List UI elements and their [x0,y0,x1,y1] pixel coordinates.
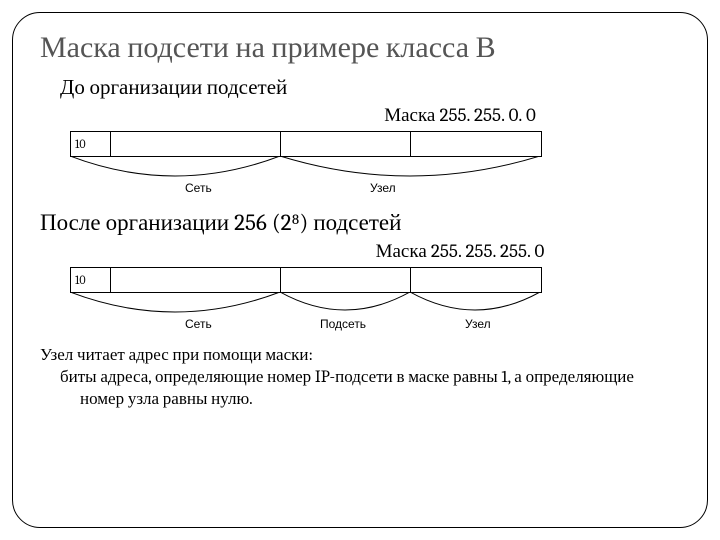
section1-mask: Маска 255. 255. 0. 0 [240,104,680,127]
label2-net: Сеть [185,317,212,331]
box-net [111,132,281,156]
box2-subnet [281,268,411,292]
label-net: Сеть [185,181,212,195]
boxes-before: 10 [70,131,542,157]
box2-host [411,268,541,292]
diagram-before: 10 Сеть Узел [70,131,680,203]
box-prefix: 10 [71,132,111,156]
slide-content: Маска подсети на примере класса В До орг… [40,30,680,411]
section2-heading: После организации 256 (2⁸) подсетей [40,209,680,236]
box2-net [111,268,281,292]
label-host: Узел [370,181,396,195]
diagram-after: 10 Сеть Подсеть Узел [70,267,680,339]
label2-subnet: Подсеть [320,317,366,331]
box-host2 [411,132,541,156]
label2-host: Узел [465,317,491,331]
section1-heading: До организации подсетей [40,75,680,100]
boxes-after: 10 [70,267,542,293]
box-host1 [281,132,411,156]
footer-line2: биты адреса, определяющие номер IP-подсе… [60,367,680,411]
footer-text: Узел читает адрес при помощи маски: биты… [40,345,680,411]
section2-mask: Маска 255. 255. 255. 0 [240,240,680,263]
slide-title: Маска подсети на примере класса В [40,30,680,65]
arcs-before [70,156,540,196]
box2-prefix: 10 [71,268,111,292]
footer-line1: Узел читает адрес при помощи маски: [40,346,313,365]
